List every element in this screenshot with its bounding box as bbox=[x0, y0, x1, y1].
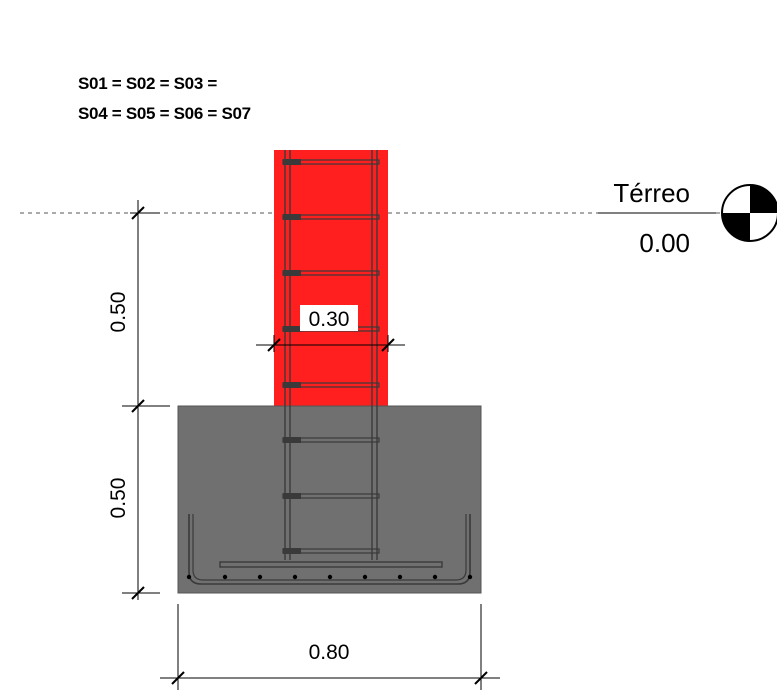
column-bar-base bbox=[219, 561, 443, 568]
stirrup bbox=[282, 159, 380, 165]
bottom-bar-dot bbox=[222, 574, 228, 580]
bottom-bar-dot bbox=[257, 574, 263, 580]
bottom-bar-dot bbox=[292, 574, 298, 580]
footing-u-bar-inner bbox=[192, 514, 467, 581]
column bbox=[274, 150, 388, 406]
bottom-bar-dot bbox=[397, 574, 403, 580]
level-datum-icon bbox=[721, 184, 777, 242]
stirrup bbox=[282, 382, 380, 388]
stirrup bbox=[282, 214, 380, 220]
bottom-bar-dot bbox=[362, 574, 368, 580]
footing-height-label: 0.50 bbox=[107, 478, 130, 519]
stirrup bbox=[282, 270, 380, 276]
footing-bottom-bars bbox=[186, 574, 473, 580]
column-width-label-bg bbox=[300, 305, 358, 331]
footing-width-label: 0.80 bbox=[309, 641, 350, 664]
stirrup bbox=[282, 493, 380, 499]
bottom-bar-dot bbox=[432, 574, 438, 580]
footing bbox=[177, 405, 482, 594]
column-height-label: 0.50 bbox=[107, 292, 130, 333]
level-elevation: 0.00 bbox=[639, 228, 690, 258]
footing-width-dimension bbox=[160, 604, 500, 690]
bottom-bar-dot bbox=[327, 574, 333, 580]
stirrup bbox=[282, 437, 380, 443]
column-width-label: 0.30 bbox=[309, 308, 350, 331]
bottom-bar-dot bbox=[467, 574, 473, 580]
level-name: Térreo bbox=[613, 178, 690, 208]
column-width-dimension bbox=[256, 335, 405, 352]
vertical-dimension bbox=[122, 200, 170, 600]
title-line-1: S01 = S02 = S03 = bbox=[78, 74, 217, 93]
stirrup bbox=[282, 548, 380, 554]
bottom-bar-dot bbox=[186, 574, 192, 580]
title-line-2: S04 = S05 = S06 = S07 bbox=[78, 104, 251, 123]
